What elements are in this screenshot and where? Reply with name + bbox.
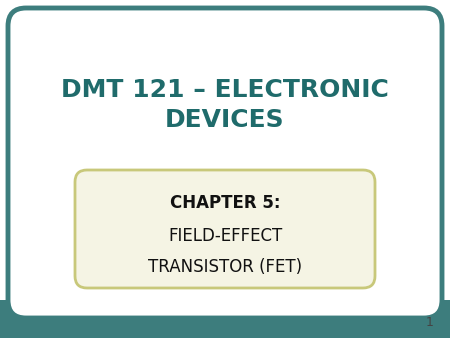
Bar — [0, 300, 450, 338]
FancyBboxPatch shape — [75, 170, 375, 288]
FancyBboxPatch shape — [8, 8, 442, 318]
Text: TRANSISTOR (FET): TRANSISTOR (FET) — [148, 258, 302, 276]
Text: DEVICES: DEVICES — [165, 108, 285, 132]
Text: DMT 121 – ELECTRONIC: DMT 121 – ELECTRONIC — [61, 78, 389, 102]
Text: FIELD-EFFECT: FIELD-EFFECT — [168, 227, 282, 245]
Text: CHAPTER 5:: CHAPTER 5: — [170, 194, 280, 212]
Text: 1: 1 — [426, 316, 434, 330]
